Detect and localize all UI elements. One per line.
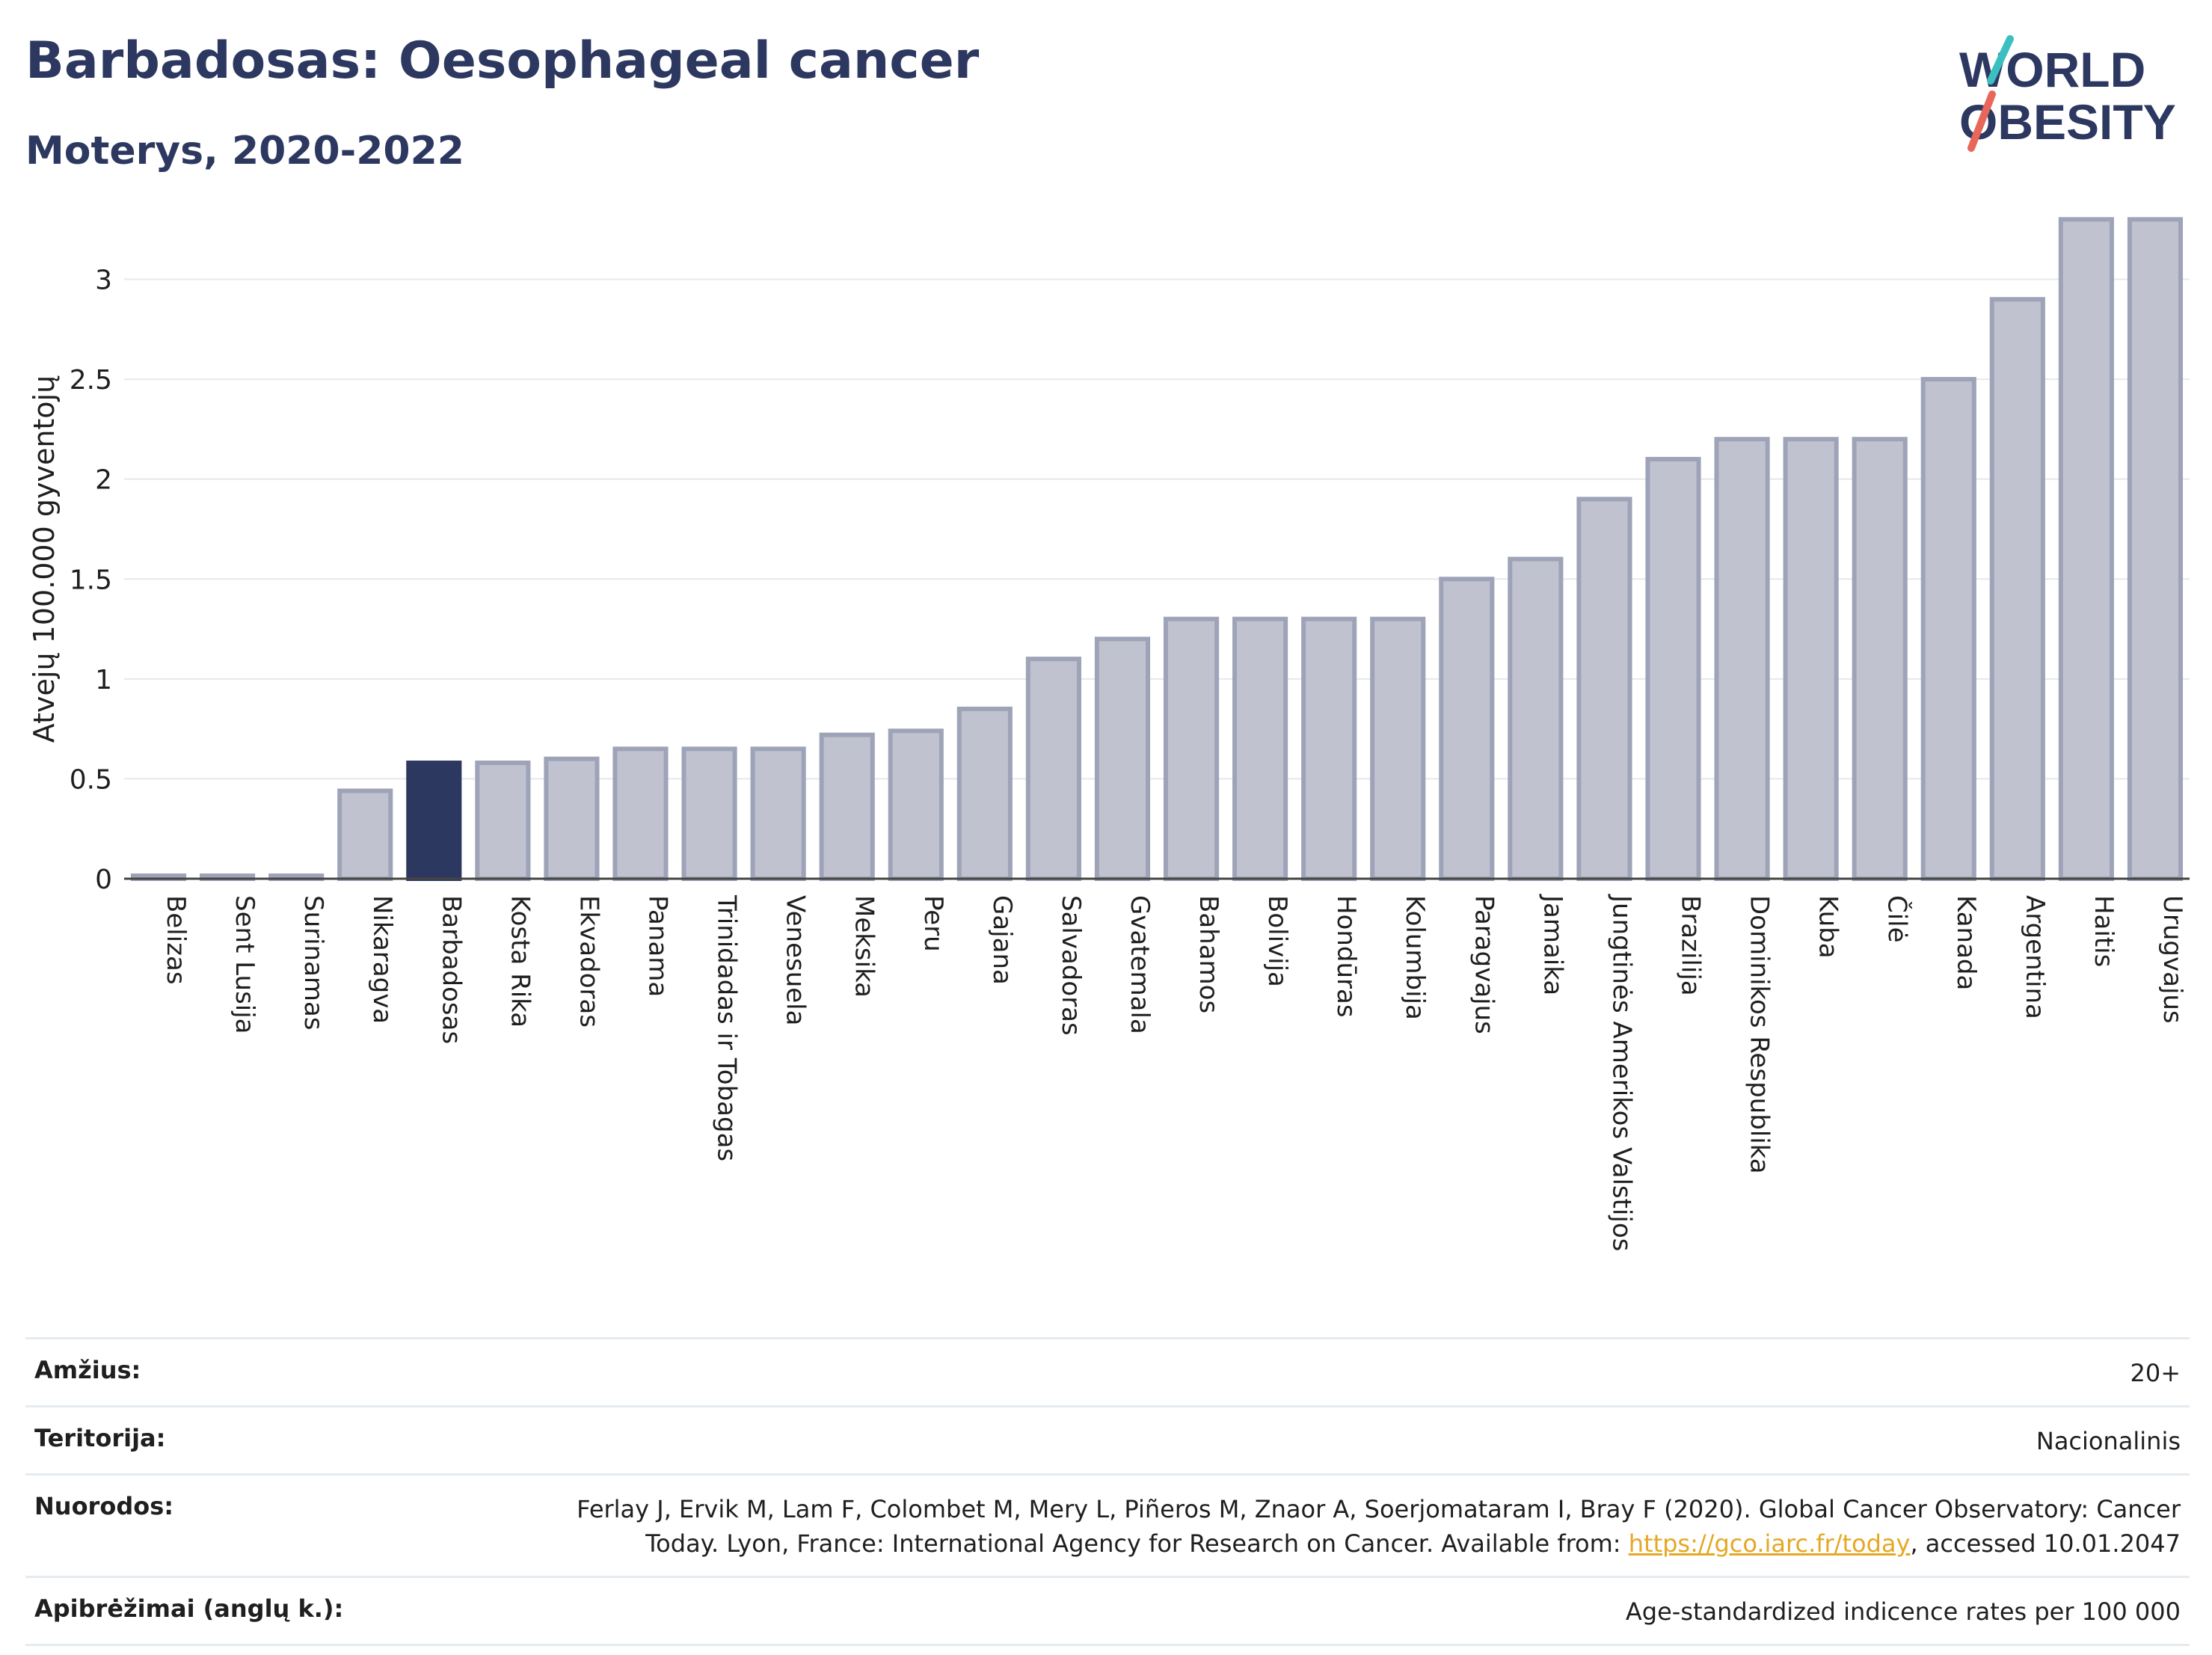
bar-urugvajus[interactable] bbox=[2127, 217, 2184, 881]
x-axis-labels: Belizas Sent Lusija Surinamas Nikaragva Barb… bbox=[161, 894, 2187, 1251]
bar-trinidadas-ir-tobagas[interactable] bbox=[681, 746, 737, 881]
bar-kosta-rika[interactable] bbox=[475, 761, 531, 882]
y-axis-ticks: 0 0.5 1 1.5 2 2.5 3 bbox=[70, 265, 112, 895]
bar-ekvadoras[interactable] bbox=[544, 756, 600, 881]
y-tick-label: 2 bbox=[95, 465, 112, 496]
metadata-table: Amžius: 20+ Teritorija: Nacionalinis Nuo… bbox=[25, 1337, 2190, 1646]
bar-salvadoras[interactable] bbox=[1025, 657, 1081, 881]
bar-brazilija[interactable] bbox=[1645, 456, 1701, 882]
bar-chart: 0 0.5 1 1.5 2 2.5 3 Belizas Sent Lusija Surinama… bbox=[28, 217, 2190, 1251]
bar-jamaika[interactable] bbox=[1508, 556, 1564, 881]
y-tick-label: 0 bbox=[95, 865, 112, 895]
territory-value: Nacionalinis bbox=[2036, 1427, 2181, 1455]
world-obesity-logo: WORLD OBESITY bbox=[1959, 35, 2176, 152]
meta-row-territory: Teritorija: Nacionalinis bbox=[25, 1405, 2190, 1473]
bar-nikaragva[interactable] bbox=[337, 788, 393, 881]
bar-hondūras[interactable] bbox=[1301, 616, 1357, 882]
x-tick-label: Panama bbox=[643, 895, 673, 997]
x-tick-label: Sent Lusija bbox=[230, 895, 259, 1034]
x-tick-label: Ekvadoras bbox=[574, 895, 603, 1028]
bar-kanada[interactable] bbox=[1920, 377, 1976, 882]
bar-venesuela[interactable] bbox=[750, 746, 806, 881]
x-tick-label: Čilė bbox=[1882, 895, 1913, 943]
y-tick-label: 2.5 bbox=[70, 365, 112, 396]
meta-row-age: Amžius: 20+ bbox=[25, 1337, 2190, 1405]
definitions-label: Apibrėžimai (anglų k.): bbox=[34, 1594, 344, 1623]
bars bbox=[130, 217, 2184, 882]
x-tick-label: Argentina bbox=[2020, 895, 2050, 1019]
x-tick-label: Kanada bbox=[1951, 895, 1981, 990]
bar-kuba[interactable] bbox=[1783, 437, 1839, 881]
bar-argentina[interactable] bbox=[1989, 297, 2045, 881]
x-tick-label: Meksika bbox=[850, 895, 879, 998]
bar-čilė[interactable] bbox=[1852, 437, 1908, 881]
x-tick-label: Hondūras bbox=[1331, 895, 1361, 1018]
x-tick-label: Kuba bbox=[1813, 895, 1843, 959]
x-tick-label: Urugvajus bbox=[2157, 895, 2187, 1024]
bar-jungtinės-amerikos-valstijos[interactable] bbox=[1576, 497, 1632, 881]
y-axis-label: Atvejų 100.000 gyventojų bbox=[28, 375, 61, 743]
age-value: 20+ bbox=[2130, 1359, 2181, 1387]
references-value: Ferlay J, Ervik M, Lam F, Colombet M, Me… bbox=[535, 1492, 2181, 1561]
x-tick-label: Jungtinės Amerikos Valstijos bbox=[1606, 894, 1636, 1251]
x-tick-label: Bahamos bbox=[1193, 895, 1223, 1013]
logo-line2: OBESITY bbox=[1959, 94, 2176, 150]
x-tick-label: Haitis bbox=[2089, 895, 2119, 967]
x-tick-label: Belizas bbox=[161, 895, 191, 985]
references-link[interactable]: https://gco.iarc.fr/today bbox=[1628, 1529, 1911, 1558]
meta-row-definitions: Apibrėžimai (anglų k.): Age-standardized… bbox=[25, 1576, 2190, 1646]
bar-barbadosas[interactable] bbox=[406, 761, 462, 882]
bar-meksika[interactable] bbox=[819, 732, 875, 881]
x-tick-label: Kolumbija bbox=[1400, 895, 1430, 1020]
x-tick-label: Peru bbox=[918, 895, 948, 952]
bar-haitis[interactable] bbox=[2058, 217, 2114, 881]
chart-title: Barbadosas: Oesophageal cancer bbox=[25, 31, 980, 90]
logo-slash-bottom bbox=[1967, 90, 1996, 152]
x-tick-label: Salvadoras bbox=[1056, 895, 1086, 1036]
references-text: Ferlay J, Ervik M, Lam F, Colombet M, Me… bbox=[577, 1495, 2181, 1558]
x-tick-label: Surinamas bbox=[298, 895, 328, 1031]
bar-dominikos-respublika[interactable] bbox=[1714, 437, 1770, 881]
bar-kolumbija[interactable] bbox=[1370, 616, 1426, 882]
y-tick-label: 1 bbox=[95, 665, 112, 696]
x-tick-label: Trinidadas ir Tobagas bbox=[712, 894, 742, 1161]
y-tick-label: 3 bbox=[95, 265, 112, 296]
x-tick-label: Nikaragva bbox=[367, 895, 397, 1024]
x-tick-label: Gajana bbox=[987, 895, 1017, 985]
references-label: Nuorodos: bbox=[34, 1492, 174, 1520]
x-tick-label: Bolivija bbox=[1262, 895, 1292, 987]
bar-panama[interactable] bbox=[612, 746, 669, 881]
x-tick-label: Kosta Rika bbox=[505, 895, 535, 1028]
age-label: Amžius: bbox=[34, 1356, 141, 1384]
territory-label: Teritorija: bbox=[34, 1424, 166, 1452]
y-tick-label: 1.5 bbox=[70, 565, 112, 595]
bar-bolivija[interactable] bbox=[1232, 616, 1288, 882]
logo-line1: WORLD bbox=[1959, 42, 2145, 97]
references-accessed: , accessed 10.01.2047 bbox=[1910, 1529, 2181, 1558]
bar-paragvajus[interactable] bbox=[1439, 577, 1495, 881]
grid-lines bbox=[124, 278, 2190, 780]
meta-row-references: Nuorodos: Ferlay J, Ervik M, Lam F, Colo… bbox=[25, 1473, 2190, 1576]
x-tick-label: Paragvajus bbox=[1469, 895, 1499, 1034]
y-tick-label: 0.5 bbox=[70, 764, 112, 795]
x-tick-label: Venesuela bbox=[781, 895, 811, 1025]
bar-gajana[interactable] bbox=[956, 706, 1013, 882]
x-tick-label: Gvatemala bbox=[1125, 895, 1155, 1034]
x-tick-label: Barbadosas bbox=[436, 895, 466, 1044]
chart-subtitle: Moterys, 2020-2022 bbox=[25, 129, 464, 174]
x-tick-label: Dominikos Respublika bbox=[1745, 895, 1775, 1174]
x-tick-label: Brazilija bbox=[1676, 895, 1706, 996]
definitions-value: Age-standardized indicence rates per 100… bbox=[1625, 1597, 2181, 1626]
bar-gvatemala[interactable] bbox=[1094, 636, 1151, 882]
bar-peru[interactable] bbox=[888, 728, 944, 882]
logo-slash-top bbox=[1987, 35, 2014, 85]
bar-bahamos[interactable] bbox=[1163, 616, 1220, 882]
x-tick-label: Jamaika bbox=[1537, 894, 1567, 995]
